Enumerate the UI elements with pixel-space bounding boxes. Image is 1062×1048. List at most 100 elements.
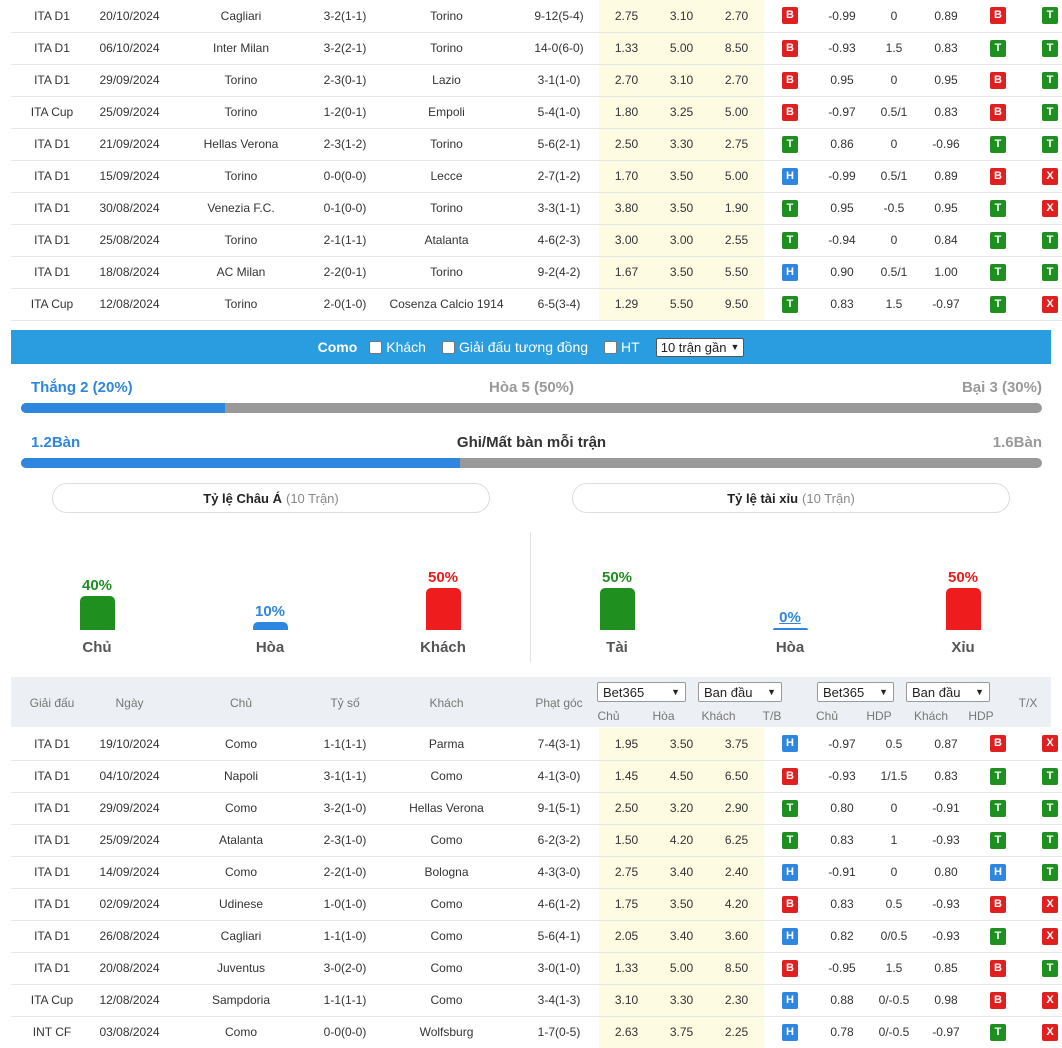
same-league-label: Giải đấu tương đồng: [458, 339, 589, 355]
header-league: Giải đấu: [29, 696, 75, 710]
hdp-badge: T: [990, 135, 1006, 153]
match-home-team[interactable]: Sampdoria: [166, 984, 316, 1017]
match-corners: 4-1(3-0): [519, 760, 599, 793]
match-score: 2-2(1-0): [316, 856, 374, 889]
match-home-team[interactable]: Cagliari: [166, 920, 316, 953]
odds-home: 1.80: [599, 96, 654, 129]
match-count-select[interactable]: 10 trận gần ▼: [655, 337, 745, 357]
header-wl: T/B: [762, 709, 782, 723]
match-away-team[interactable]: Torino: [374, 0, 519, 33]
match-away-team[interactable]: Como: [374, 952, 519, 985]
header-away: Khách: [429, 696, 464, 710]
match-league: ITA D1: [11, 824, 93, 857]
same-league-filter[interactable]: Giải đấu tương đồng: [441, 339, 589, 355]
hdp-badge: B: [990, 103, 1006, 121]
match-away-team[interactable]: Torino: [374, 128, 519, 161]
header-corner: Phạt góc: [535, 696, 583, 710]
match-home-team[interactable]: Como: [166, 728, 316, 761]
same-league-checkbox[interactable]: [441, 340, 455, 354]
match-away-team[interactable]: Parma: [374, 728, 519, 761]
match-home-team[interactable]: Torino: [166, 96, 316, 129]
match-home-team[interactable]: Inter Milan: [166, 32, 316, 65]
match-corners: 3-1(1-0): [519, 64, 599, 97]
match-home-team[interactable]: AC Milan: [166, 256, 316, 289]
match-score: 0-0(0-0): [316, 160, 374, 193]
match-away-team[interactable]: Torino: [374, 192, 519, 225]
match-away-team[interactable]: Bologna: [374, 856, 519, 889]
match-away-team[interactable]: Wolfsburg: [374, 1016, 519, 1048]
match-date: 19/10/2024: [93, 728, 166, 761]
match-away-team[interactable]: Como: [374, 824, 519, 857]
away-filter[interactable]: Khách: [369, 339, 426, 355]
match-away-team[interactable]: Hellas Verona: [374, 792, 519, 825]
match-home-team[interactable]: Udinese: [166, 888, 316, 921]
match-home-team[interactable]: Atalanta: [166, 824, 316, 857]
match-home-team[interactable]: Cagliari: [166, 0, 316, 33]
match-date: 06/10/2024: [93, 32, 166, 65]
match-corners: 5-6(4-1): [519, 920, 599, 953]
asian-bar-pct: 10%: [254, 602, 286, 620]
match-away-team[interactable]: Torino: [374, 256, 519, 289]
odds-type-select-1[interactable]: Ban đầu ▼: [698, 682, 782, 702]
ou-badge: T: [1042, 263, 1058, 281]
match-home-team[interactable]: Napoli: [166, 760, 316, 793]
bookmaker-select-2[interactable]: Bet365 ▼: [817, 682, 894, 702]
ou-bar-pct: 0%: [779, 609, 801, 626]
odds-away: 3.60: [709, 920, 764, 953]
ht-filter[interactable]: HT: [604, 339, 640, 355]
odds-draw: 5.00: [654, 952, 709, 985]
match-home-team[interactable]: Como: [166, 792, 316, 825]
hdp-home: -0.99: [816, 160, 868, 193]
odds-draw: 3.50: [654, 160, 709, 193]
match-home-team[interactable]: Hellas Verona: [166, 128, 316, 161]
match-home-team[interactable]: Como: [166, 1016, 316, 1048]
odds-draw: 3.30: [654, 984, 709, 1017]
hdp-badge: B: [990, 167, 1006, 185]
match-home-team[interactable]: Venezia F.C.: [166, 192, 316, 225]
match-away-team[interactable]: Cosenza Calcio 1914: [374, 288, 519, 321]
match-score: 1-1(1-1): [316, 728, 374, 761]
bookmaker-select-1[interactable]: Bet365 ▼: [597, 682, 686, 702]
ou-badge: T: [1042, 103, 1058, 121]
match-away-team[interactable]: Torino: [374, 32, 519, 65]
hdp-home: 0.83: [816, 888, 868, 921]
chevron-down-icon: ▼: [767, 687, 776, 697]
match-league: INT CF: [11, 1016, 93, 1048]
match-away-team[interactable]: Atalanta: [374, 224, 519, 257]
hdp-badge-cell: B: [972, 0, 1024, 33]
match-away-team[interactable]: Como: [374, 760, 519, 793]
ou-bar-2: 50% Xỉu: [923, 569, 1003, 656]
odds-away: 6.50: [709, 760, 764, 793]
away-checkbox[interactable]: [369, 340, 383, 354]
result-badge: B: [782, 103, 798, 121]
hdp-line: 0/-0.5: [868, 984, 920, 1017]
match-away-team[interactable]: Como: [374, 984, 519, 1017]
match-away-team[interactable]: Empoli: [374, 96, 519, 129]
match-home-team[interactable]: Como: [166, 856, 316, 889]
hdp-away: 0.98: [920, 984, 972, 1017]
ht-checkbox[interactable]: [604, 340, 618, 354]
match-home-team[interactable]: Torino: [166, 160, 316, 193]
hdp-away: -0.96: [920, 128, 972, 161]
match-away-team[interactable]: Lazio: [374, 64, 519, 97]
match-score: 0-0(0-0): [316, 1016, 374, 1048]
hdp-home: 0.82: [816, 920, 868, 953]
odds-home: 3.10: [599, 984, 654, 1017]
match-away-team[interactable]: Lecce: [374, 160, 519, 193]
hdp-line: 1: [868, 824, 920, 857]
odds-draw: 5.50: [654, 288, 709, 321]
match-league: ITA D1: [11, 888, 93, 921]
hdp-line: 0: [868, 224, 920, 257]
hdp-line: 0: [868, 856, 920, 889]
match-home-team[interactable]: Torino: [166, 224, 316, 257]
match-away-team[interactable]: Como: [374, 888, 519, 921]
hdp-badge: B: [990, 959, 1006, 977]
match-home-team[interactable]: Juventus: [166, 952, 316, 985]
match-home-team[interactable]: Torino: [166, 64, 316, 97]
match-away-team[interactable]: Como: [374, 920, 519, 953]
result-badge-cell: H: [764, 856, 816, 889]
match-home-team[interactable]: Torino: [166, 288, 316, 321]
result-badge: H: [782, 927, 798, 945]
odds-type-select-2[interactable]: Ban đầu ▼: [906, 682, 990, 702]
ou-bar-label: Xỉu: [951, 639, 975, 656]
